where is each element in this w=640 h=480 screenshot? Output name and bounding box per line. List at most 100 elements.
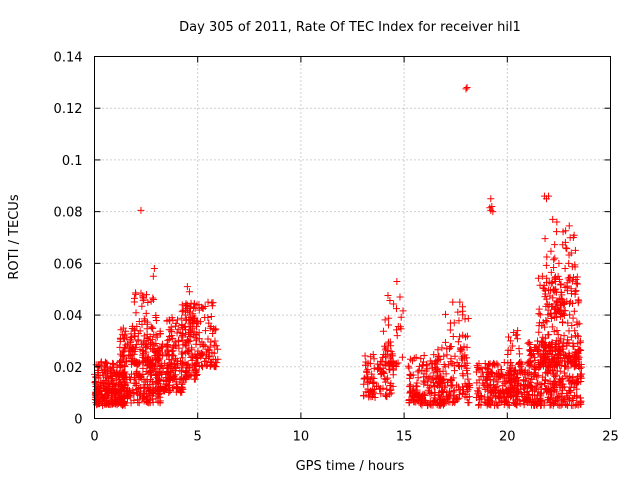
data-point [210, 349, 218, 357]
data-point [500, 358, 508, 366]
data-point [436, 395, 444, 403]
data-point [547, 389, 555, 397]
data-point [464, 375, 472, 383]
data-point [576, 394, 584, 402]
data-point [459, 311, 467, 319]
data-point [557, 280, 565, 288]
data-point [168, 347, 176, 355]
data-point [408, 357, 416, 365]
data-point [414, 393, 422, 401]
data-point [189, 312, 197, 320]
data-point [179, 354, 187, 362]
data-point [485, 396, 493, 404]
data-point [508, 342, 516, 350]
data-point [525, 381, 533, 389]
data-point [573, 392, 581, 400]
data-point [423, 362, 431, 370]
data-point [565, 274, 573, 282]
data-point [559, 318, 567, 326]
y-tick-label: 0.08 [54, 206, 83, 221]
data-point [551, 373, 559, 381]
data-point [426, 390, 434, 398]
data-point [393, 277, 401, 285]
data-point [572, 360, 580, 368]
data-point [381, 316, 389, 324]
data-point [153, 370, 161, 378]
data-point [574, 299, 582, 307]
data-point [146, 369, 154, 377]
data-point [369, 386, 377, 394]
data-point [198, 338, 206, 346]
data-point [551, 355, 559, 363]
data-point [568, 322, 576, 330]
data-point [567, 333, 575, 341]
data-point [393, 305, 401, 313]
data-point [449, 381, 457, 389]
data-point [149, 380, 157, 388]
data-point [105, 375, 113, 383]
data-point [198, 363, 206, 371]
data-point [165, 351, 173, 359]
data-point [371, 393, 379, 401]
data-point [535, 361, 543, 369]
data-point [155, 355, 163, 363]
data-point [552, 303, 560, 311]
data-point [428, 364, 436, 372]
data-point [491, 393, 499, 401]
data-point [551, 363, 559, 370]
data-point [566, 298, 574, 306]
data-point [475, 366, 483, 374]
data-point [436, 355, 444, 363]
data-point [126, 335, 134, 343]
data-point [565, 349, 573, 357]
data-point [531, 391, 539, 399]
data-point [204, 298, 212, 306]
data-point [139, 353, 147, 361]
data-point [197, 361, 205, 369]
data-point [109, 360, 117, 368]
data-point [539, 333, 547, 341]
data-point [559, 241, 567, 249]
data-point [127, 370, 135, 378]
data-point [181, 375, 189, 383]
data-point [476, 392, 484, 400]
data-point [550, 264, 558, 271]
data-point [147, 323, 155, 331]
data-point [542, 302, 550, 310]
data-point [504, 333, 512, 341]
data-point [528, 397, 536, 405]
data-point [450, 386, 458, 394]
data-points [91, 84, 585, 410]
data-point [577, 378, 585, 386]
data-point [142, 368, 150, 376]
data-point [208, 299, 216, 307]
data-point [103, 387, 111, 395]
data-point [572, 287, 580, 295]
data-point [532, 364, 540, 372]
data-point [132, 290, 140, 298]
data-point [533, 384, 541, 392]
data-point [188, 344, 196, 352]
data-point [150, 265, 158, 273]
data-point [560, 383, 568, 391]
data-point [96, 378, 104, 386]
data-point [412, 382, 420, 390]
data-point [513, 331, 521, 339]
data-point [535, 310, 543, 318]
data-point [164, 346, 172, 354]
data-point [147, 371, 155, 379]
data-point [178, 301, 186, 309]
data-point [456, 386, 464, 394]
data-point [387, 389, 395, 397]
data-point [565, 222, 573, 230]
data-point [507, 347, 515, 355]
data-point [168, 314, 176, 322]
data-point [193, 354, 201, 362]
data-point [463, 393, 471, 401]
data-point [191, 375, 199, 383]
data-point [527, 401, 535, 409]
data-point [192, 331, 200, 339]
data-point [160, 387, 168, 395]
data-point [505, 401, 513, 409]
data-point [135, 399, 143, 407]
